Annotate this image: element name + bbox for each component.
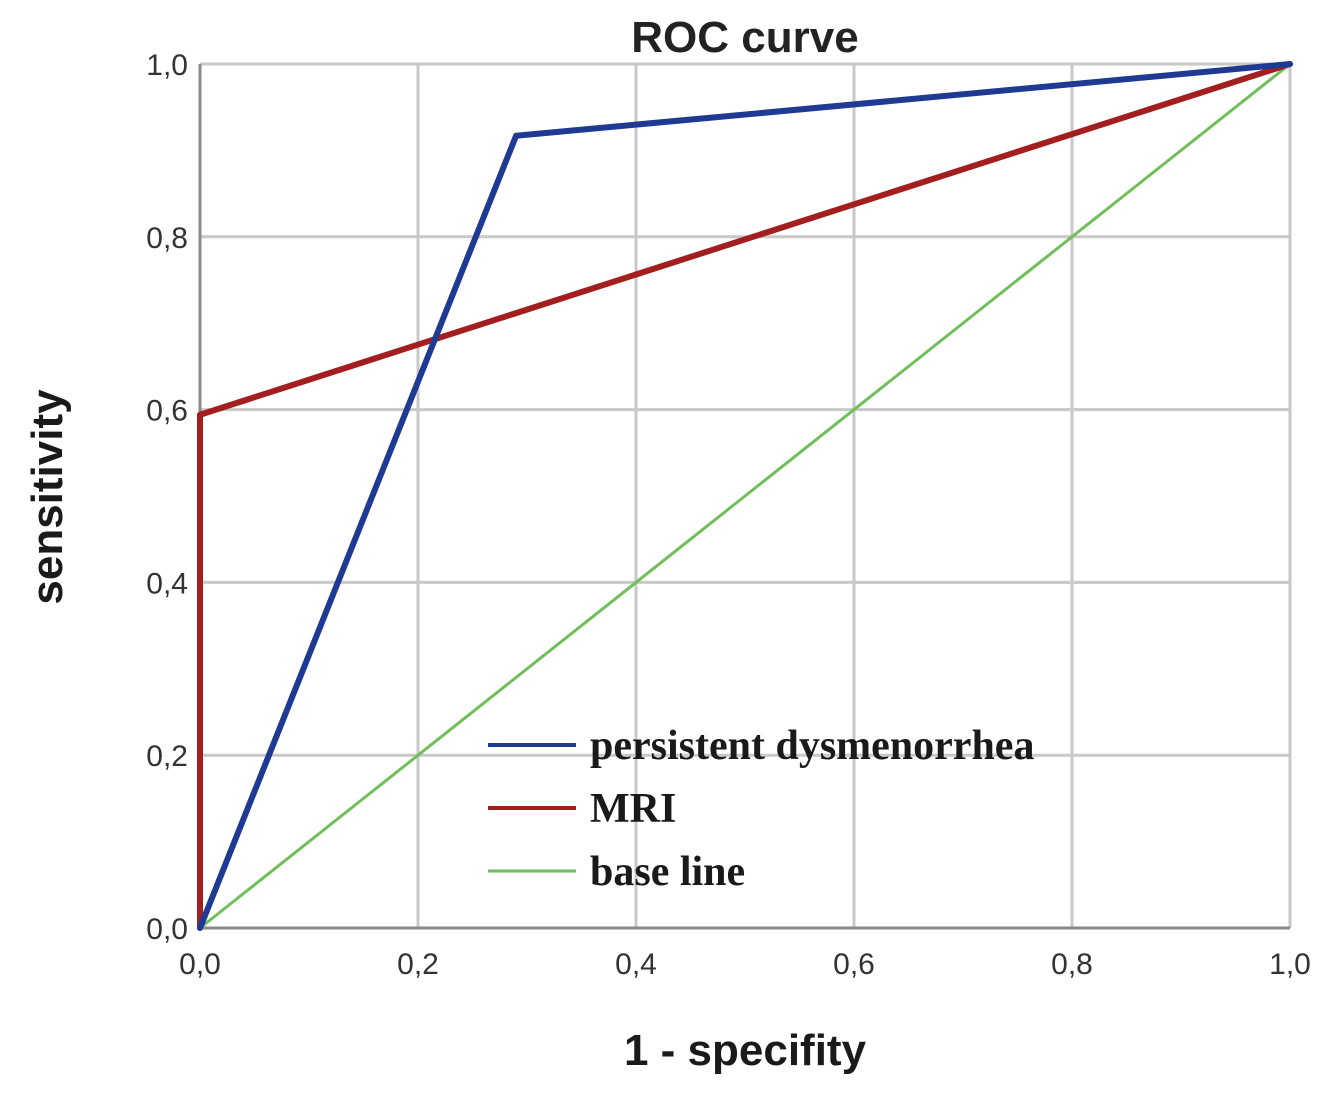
- y-tick-label: 0,0: [146, 913, 188, 946]
- x-tick-label: 0,0: [179, 948, 221, 981]
- x-tick-label: 0,6: [833, 948, 875, 981]
- legend-label-mri: MRI: [590, 786, 676, 832]
- series-line-persistent-dysmenorrhea: [197, 61, 1293, 931]
- x-tick-label: 0,2: [397, 948, 439, 981]
- legend-label-base-line: base line: [590, 849, 745, 895]
- x-tick-label: 0,4: [615, 948, 657, 981]
- x-axis-title: 1 - specifity: [624, 1026, 867, 1075]
- y-tick-label: 1,0: [146, 49, 188, 82]
- legend: persistent dysmenorrhea MRI base line: [488, 723, 1034, 895]
- tick-labels: 0,0 0,2 0,4 0,6 0,8 1,0 0,0 0,2 0,4 0,6 0,8 1,0: [146, 49, 1311, 981]
- y-tick-label: 0,2: [146, 740, 188, 773]
- x-tick-label: 1,0: [1269, 948, 1311, 981]
- y-axis-title: sensitivity: [23, 389, 72, 605]
- series-line-base-line: [198, 62, 1292, 930]
- x-tick-label: 0,8: [1051, 948, 1093, 981]
- series: [197, 61, 1293, 931]
- series-line-mri: [197, 61, 1293, 931]
- chart-title: ROC curve: [631, 13, 858, 62]
- y-tick-label: 0,4: [146, 567, 188, 600]
- y-tick-label: 0,6: [146, 395, 188, 428]
- y-tick-label: 0,8: [146, 222, 188, 255]
- legend-label-persistent-dysmenorrhea: persistent dysmenorrhea: [590, 723, 1034, 769]
